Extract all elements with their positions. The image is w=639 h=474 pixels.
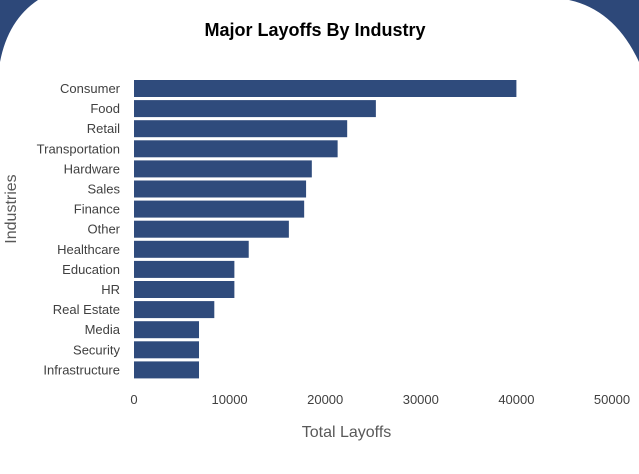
- category-label-finance: Finance: [74, 202, 120, 217]
- frame-corner-right: [569, 0, 639, 62]
- x-tick-label: 40000: [498, 392, 534, 407]
- bar-sales: [134, 180, 307, 198]
- category-label-food: Food: [90, 101, 120, 116]
- category-label-other: Other: [87, 222, 120, 237]
- chart-title: Major Layoffs By Industry: [204, 20, 426, 40]
- bar-real-estate: [134, 301, 215, 319]
- category-label-hr: HR: [101, 282, 120, 297]
- bar-retail: [134, 120, 348, 138]
- bar-infrastructure: [134, 361, 200, 379]
- x-axis-title: Total Layoffs: [301, 424, 392, 441]
- x-tick-label: 0: [130, 392, 137, 407]
- category-label-infrastructure: Infrastructure: [43, 362, 120, 377]
- bar-transportation: [134, 140, 338, 158]
- x-tick-labels: 0 10000 20000 30000 40000 50000: [130, 392, 630, 407]
- x-tick-label: 50000: [594, 392, 630, 407]
- bar-other: [134, 220, 289, 238]
- category-label-sales: Sales: [87, 182, 120, 197]
- bar-media: [134, 321, 200, 339]
- bar-security: [134, 341, 200, 359]
- frame-corner-left: [0, 0, 38, 62]
- category-label-transportation: Transportation: [37, 141, 120, 156]
- category-label-retail: Retail: [87, 121, 120, 136]
- y-tick-labels: Consumer Food Retail Transportation Hardware…: [37, 81, 121, 377]
- category-label-hardware: Hardware: [64, 161, 120, 176]
- x-tick-label: 10000: [212, 392, 248, 407]
- bar-group: [134, 80, 517, 379]
- bar-healthcare: [134, 240, 249, 258]
- bar-food: [134, 100, 376, 118]
- bar-education: [134, 260, 235, 278]
- category-label-education: Education: [62, 262, 120, 277]
- category-label-healthcare: Healthcare: [57, 242, 120, 257]
- bar-consumer: [134, 80, 517, 97]
- bar-hr: [134, 281, 235, 298]
- bar-finance: [134, 200, 305, 218]
- category-label-media: Media: [85, 322, 121, 337]
- category-label-real-estate: Real Estate: [53, 302, 120, 317]
- y-axis-title: Industries: [3, 174, 20, 244]
- category-label-security: Security: [73, 342, 120, 357]
- x-tick-label: 30000: [403, 392, 439, 407]
- category-label-consumer: Consumer: [60, 81, 121, 96]
- bar-hardware: [134, 160, 312, 178]
- x-tick-label: 20000: [307, 392, 343, 407]
